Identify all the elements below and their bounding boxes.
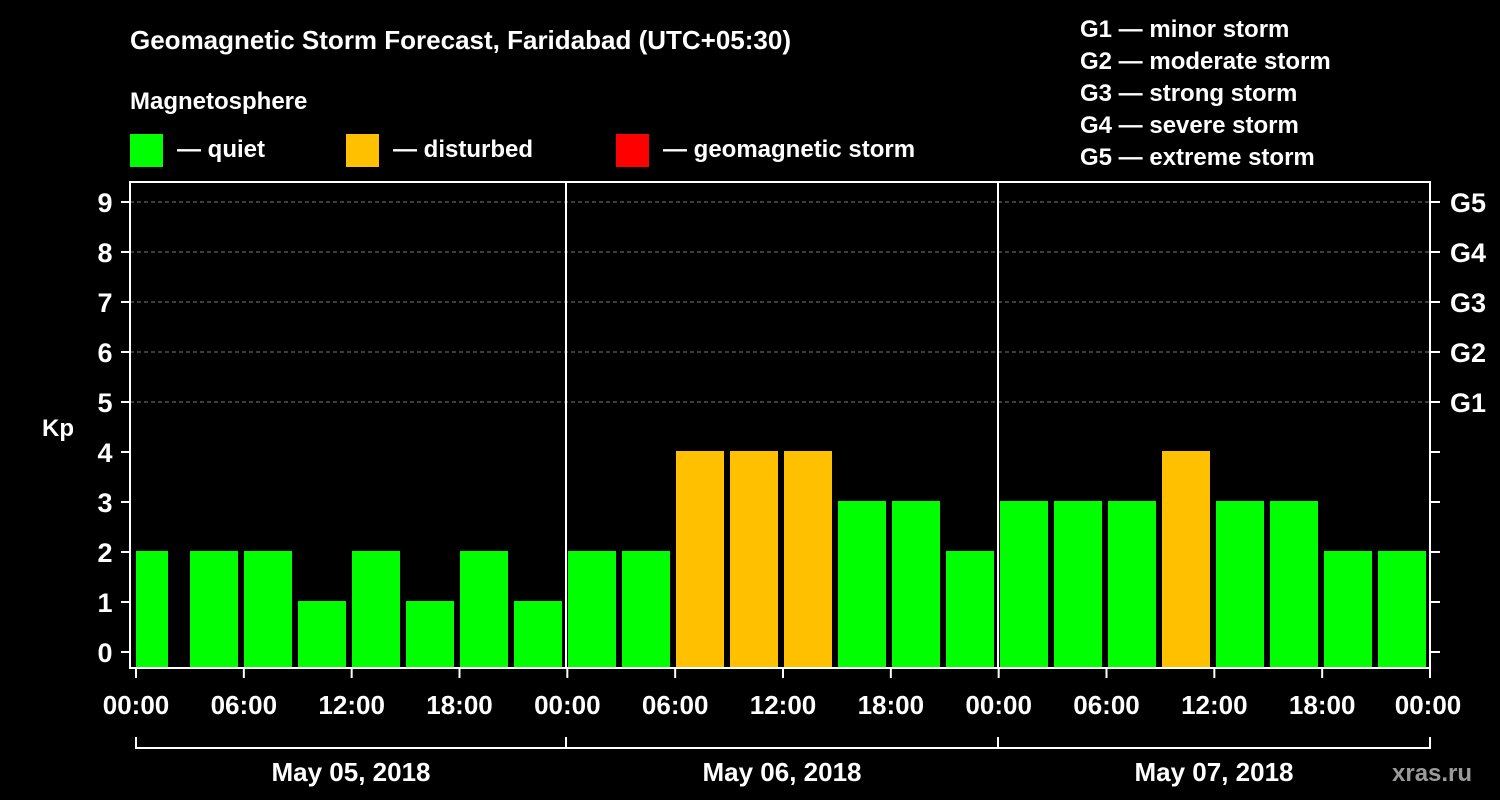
storm-scale-item-5: G5 — extreme storm — [1080, 144, 1315, 171]
bar-12 — [784, 451, 832, 668]
bars — [136, 451, 1426, 668]
legend-label-2: — geomagnetic storm — [663, 136, 915, 163]
legend-label-0: — quiet — [177, 136, 265, 163]
x-tick-label-0: 00:00 — [103, 690, 170, 720]
bar-16 — [1000, 501, 1048, 668]
legend-label-1: — disturbed — [393, 136, 533, 163]
storm-scale-item-3: G3 — strong storm — [1080, 80, 1297, 107]
legend-title: Magnetosphere — [130, 88, 307, 115]
storm-scale-item-4: G4 — severe storm — [1080, 112, 1299, 139]
bar-18 — [1108, 501, 1156, 668]
x-tick-label-6: 12:00 — [750, 690, 817, 720]
day-label-0: May 05, 2018 — [271, 757, 430, 787]
bar-11 — [730, 451, 778, 668]
x-tick-label-7: 18:00 — [858, 690, 925, 720]
y-tick-label-7: 7 — [97, 288, 112, 318]
y-tick-label-1: 1 — [97, 588, 112, 618]
bar-2 — [244, 551, 292, 668]
y-tick-label-5: 5 — [97, 388, 112, 418]
bar-15 — [946, 551, 994, 668]
right-tick-label-g4: G4 — [1450, 238, 1486, 268]
bar-17 — [1054, 501, 1102, 668]
x-tick-label-3: 18:00 — [426, 690, 493, 720]
y-tick-label-9: 9 — [97, 188, 112, 218]
watermark: xras.ru — [1392, 760, 1472, 787]
bar-5 — [406, 601, 454, 668]
y-axis-label: Kp — [42, 415, 74, 442]
x-tick-label-9: 06:00 — [1073, 690, 1140, 720]
bar-10 — [676, 451, 724, 668]
legend-swatch-0 — [130, 134, 163, 167]
bar-23 — [1378, 551, 1426, 668]
legend: — quiet — disturbed — geomagnetic storm — [130, 134, 915, 167]
bar-6 — [460, 551, 508, 668]
x-tick-label-12: 00:00 — [1395, 690, 1462, 720]
legend-swatch-2 — [616, 134, 649, 167]
storm-scale-item-1: G1 — minor storm — [1080, 16, 1289, 43]
y-tick-label-4: 4 — [97, 438, 112, 468]
day-label-1: May 06, 2018 — [702, 757, 861, 787]
day-label-2: May 07, 2018 — [1134, 757, 1293, 787]
y-tick-label-8: 8 — [97, 238, 112, 268]
right-tick-label-g5: G5 — [1450, 188, 1486, 218]
bar-19 — [1162, 451, 1210, 668]
day-labels: May 05, 2018 May 06, 2018 May 07, 2018 — [135, 737, 1431, 787]
bar-3 — [298, 601, 346, 668]
y-tick-label-3: 3 — [97, 488, 112, 518]
bar-14 — [892, 501, 940, 668]
x-tick-label-11: 18:00 — [1289, 690, 1356, 720]
bar-13 — [838, 501, 886, 668]
bar-20 — [1216, 501, 1264, 668]
x-tick-label-2: 12:00 — [318, 690, 385, 720]
x-tick-label-8: 00:00 — [965, 690, 1032, 720]
bar-9 — [622, 551, 670, 668]
bar-21 — [1270, 501, 1318, 668]
x-axis: 00:00 06:00 12:00 18:00 00:00 06:00 12:00 18:00… — [103, 668, 1462, 720]
legend-swatch-1 — [346, 134, 379, 167]
y-tick-label-2: 2 — [97, 538, 112, 568]
x-tick-label-10: 12:00 — [1181, 690, 1248, 720]
right-tick-label-g3: G3 — [1450, 288, 1486, 318]
bar-1 — [190, 551, 238, 668]
chart-title: Geomagnetic Storm Forecast, Faridabad (U… — [130, 25, 791, 55]
y-tick-label-0: 0 — [97, 638, 112, 668]
x-tick-label-5: 06:00 — [642, 690, 709, 720]
y-axis: 0 1 2 3 4 5 6 7 8 9 — [97, 188, 130, 668]
x-tick-label-1: 06:00 — [211, 690, 278, 720]
grid-lines — [130, 182, 1430, 668]
y-tick-label-6: 6 — [97, 338, 112, 368]
bar-7 — [514, 601, 562, 668]
bar-4 — [352, 551, 400, 668]
x-tick-label-4: 00:00 — [534, 690, 601, 720]
plot-frame — [129, 181, 1431, 669]
bar-8 — [568, 551, 616, 668]
right-axis: G1 G2 G3 G4 G5 — [1430, 188, 1486, 653]
storm-scale-item-2: G2 — moderate storm — [1080, 48, 1331, 75]
storm-scale-legend: G1 — minor storm G2 — moderate storm G3 — … — [1080, 16, 1331, 171]
right-tick-label-g2: G2 — [1450, 338, 1486, 368]
bar-22 — [1324, 551, 1372, 668]
bar-0 — [136, 551, 168, 668]
right-tick-label-g1: G1 — [1450, 388, 1486, 418]
